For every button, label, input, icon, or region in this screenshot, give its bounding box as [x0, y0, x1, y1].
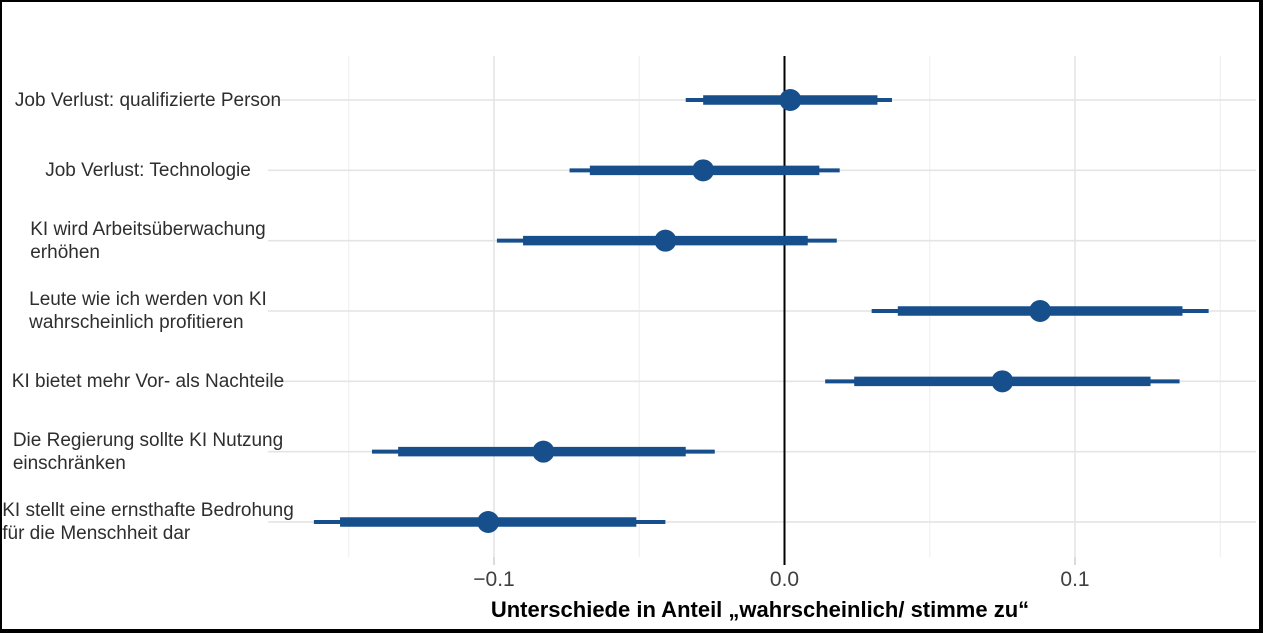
point-estimate — [654, 229, 677, 252]
point-estimate — [532, 440, 555, 463]
category-label: KI bietet mehr Vor- als Nachteile — [2, 349, 294, 413]
category-label-text: Die Regierung sollte KI Nutzung einschrän… — [12, 429, 284, 474]
x-axis-title: Unterschiede in Anteil „wahrscheinlich/ … — [490, 597, 1030, 622]
category-label-text: KI wird Arbeitsüberwachung erhöhen — [30, 218, 266, 263]
category-label-text: Job Verlust: qualifizierte Person — [14, 89, 282, 111]
x-tick-label: −0.1 — [473, 568, 515, 591]
category-label-text: Job Verlust: Technologie — [45, 159, 251, 181]
category-label: Die Regierung sollte KI Nutzung einschrän… — [2, 420, 294, 484]
point-estimate — [991, 370, 1014, 393]
category-label: Job Verlust: qualifizierte Person — [2, 68, 294, 132]
category-label: Job Verlust: Technologie — [2, 138, 294, 202]
category-label: Leute wie ich werden von KI wahrscheinlic… — [2, 279, 294, 343]
category-label-text: Leute wie ich werden von KI wahrscheinlic… — [29, 288, 267, 333]
point-estimate — [1029, 299, 1052, 322]
x-tick-label: 0.1 — [1060, 568, 1090, 591]
point-estimate — [692, 159, 715, 182]
category-label-text: KI stellt eine ernsthafte Bedrohung für d… — [2, 499, 294, 544]
point-estimate — [779, 89, 802, 111]
x-tick-label: 0.0 — [769, 568, 800, 591]
category-label: KI wird Arbeitsüberwachung erhöhen — [2, 209, 294, 273]
category-label: KI stellt eine ernsthafte Bedrohung für d… — [2, 490, 294, 554]
point-estimate — [477, 510, 500, 533]
category-label-text: KI bietet mehr Vor- als Nachteile — [11, 370, 285, 392]
